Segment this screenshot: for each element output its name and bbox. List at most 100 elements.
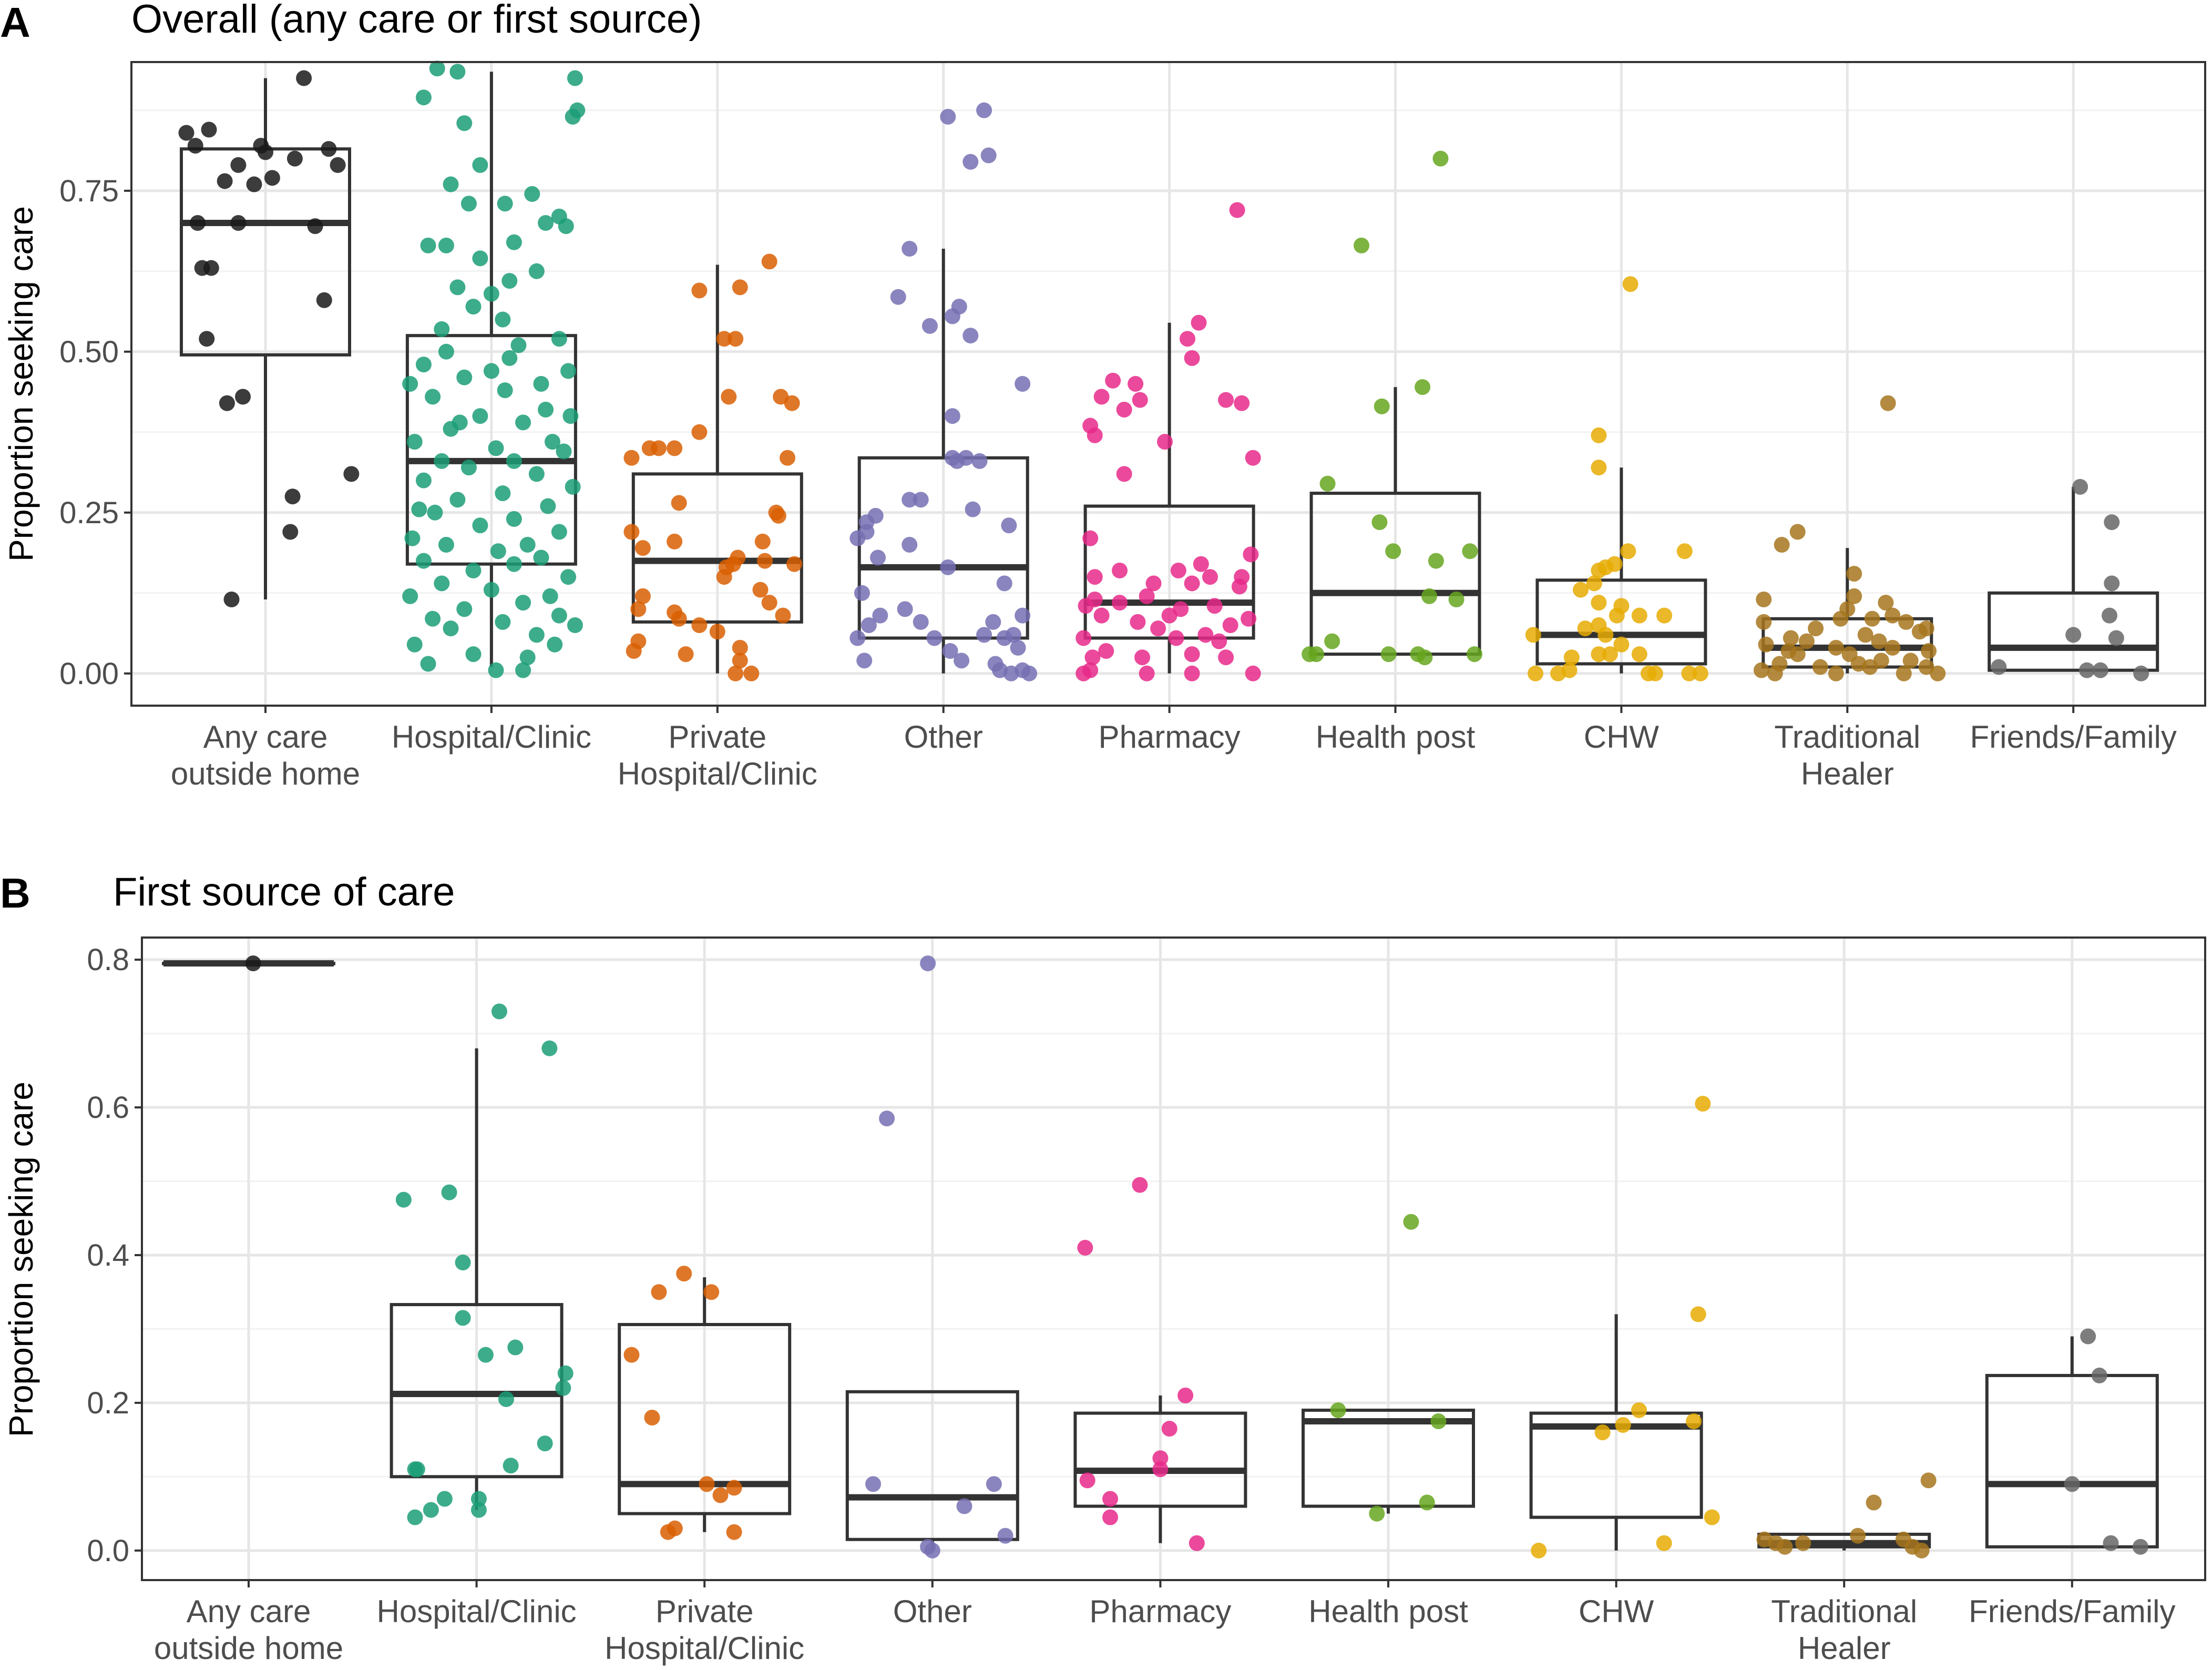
data-point [1686,1413,1702,1430]
y-tick-label: 0.2 [87,1386,129,1420]
data-point [940,109,956,125]
data-point [1692,665,1708,681]
data-point [472,517,488,534]
data-point [1602,646,1618,663]
data-point [465,646,482,663]
data-point [560,569,577,585]
x-tick-label: Traditional Healer [1771,1594,1917,1666]
data-point [1179,331,1195,347]
data-point [1430,1413,1447,1430]
data-point [456,601,473,617]
data-point [2104,575,2120,592]
panel-title: Overall (any care or first source) [131,0,702,42]
data-point [406,434,423,450]
data-point [2078,662,2095,678]
data-point [1828,639,1844,656]
data-point [1531,1542,1547,1559]
data-point [1563,649,1580,666]
data-point [538,215,554,231]
data-point [1211,633,1227,649]
x-tick-label: Hospital/Clinic [392,719,591,755]
data-point [1528,665,1544,681]
data-point [2133,665,2149,681]
data-point [976,627,992,643]
data-point [1789,524,1806,540]
data-point [728,331,744,347]
data-point [551,607,567,624]
points-7 [1756,1472,1937,1559]
data-point [1864,610,1880,627]
data-point [515,662,531,678]
points-6 [1525,276,1708,681]
data-point [1193,556,1209,572]
data-point [495,311,511,328]
data-point [1001,517,1017,534]
data-point [1930,665,1946,681]
data-point [199,331,215,347]
data-point [427,504,443,521]
data-point [951,299,967,315]
data-point [455,1255,471,1271]
points-8 [2064,1328,2148,1555]
data-point [1591,427,1607,443]
x-tick-label: Other [904,719,983,755]
data-point [1015,607,1031,624]
data-point [1087,569,1103,585]
data-point [395,1192,412,1208]
data-point [1783,630,1799,646]
data-point [425,389,441,405]
data-point [497,196,513,212]
data-point [515,414,531,431]
y-tick-label: 0.4 [87,1238,129,1272]
data-point [1615,1417,1631,1433]
points-2 [623,253,802,681]
data-point [524,186,540,202]
data-point [2080,1328,2096,1345]
data-point [1150,620,1166,637]
data-point [1098,643,1114,659]
data-point [2103,1535,2119,1551]
data-point [1885,607,1901,624]
data-point [1609,607,1625,624]
data-point [286,150,303,167]
data-point [441,1184,457,1200]
data-point [537,1435,553,1452]
data-point [1197,627,1214,643]
data-point [976,102,992,118]
y-tick-label: 0.8 [87,943,129,977]
data-point [1812,659,1828,675]
data-point [567,617,583,633]
data-point [1229,202,1245,218]
data-point [965,501,981,517]
data-point [1112,562,1128,578]
data-point [1245,665,1261,681]
data-point [902,537,918,553]
data-point [1354,237,1370,253]
data-point [641,440,658,456]
data-point [1170,562,1186,578]
data-point [321,141,337,157]
data-point [1902,653,1919,669]
points-7 [1753,395,1946,681]
data-point [1591,562,1607,578]
data-point [958,450,974,466]
data-point [1152,1461,1169,1478]
data-point [1015,376,1031,392]
data-point [1076,630,1092,646]
data-point [415,472,432,488]
data-point [245,955,261,972]
data-point [858,514,875,531]
data-point [452,414,468,431]
x-tick-label: Friends/Family [1970,719,2176,755]
data-point [343,466,360,482]
data-point [434,453,450,469]
data-point [1898,614,1914,630]
data-point [1591,460,1607,476]
data-point [497,382,513,399]
data-point [415,357,432,373]
data-point [515,595,531,611]
data-point [402,588,418,604]
data-point [926,630,943,646]
data-point [1656,1535,1672,1551]
data-point [1079,1472,1095,1489]
